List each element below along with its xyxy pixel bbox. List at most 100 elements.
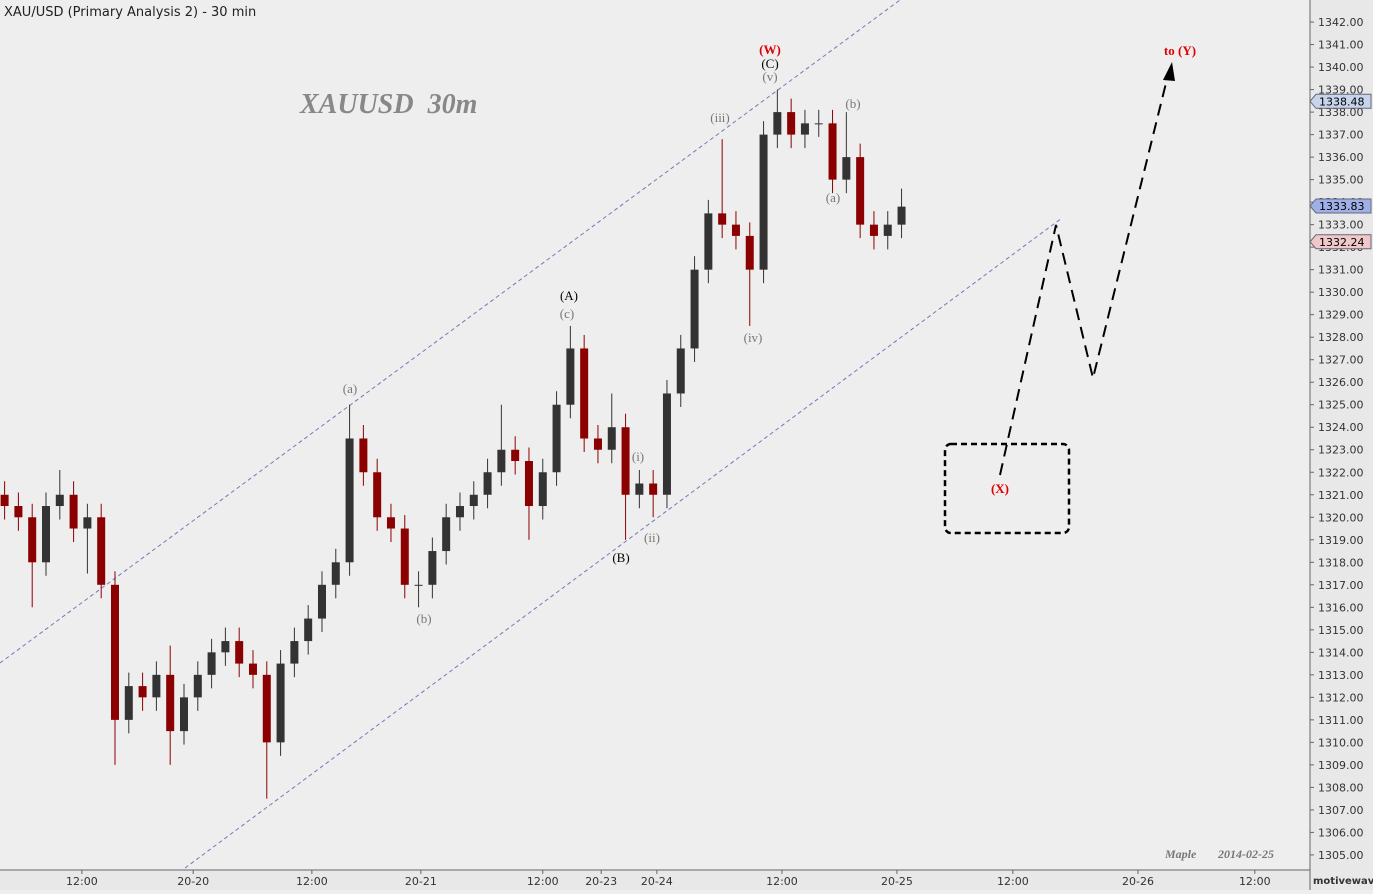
date: 2014-02-25 (1217, 847, 1274, 861)
candle-body (814, 123, 823, 125)
candle-body (0, 494, 9, 507)
y-tick-label: 1307.00 (1318, 804, 1364, 817)
price-tag (1309, 234, 1372, 250)
y-tick-label: 1340.00 (1318, 61, 1364, 74)
candle-body (621, 427, 630, 495)
y-tick-label: 1312.00 (1318, 691, 1364, 704)
price-tag-label: 1333.83 (1319, 200, 1365, 213)
candle-body (455, 506, 464, 518)
x-tick-label: 20-26 (1122, 875, 1154, 888)
price-tag (1309, 93, 1372, 109)
wave-label: (W) (759, 42, 781, 57)
candle-body (97, 517, 106, 585)
y-tick-label: 1341.00 (1318, 39, 1364, 52)
candle-body (566, 348, 575, 405)
candle-body (483, 472, 492, 495)
wave-label: (B) (612, 550, 629, 565)
y-tick-label: 1330.00 (1318, 286, 1364, 299)
candle-body (607, 427, 616, 450)
x-tick-label: 12:00 (997, 875, 1029, 888)
candle-body (649, 483, 658, 495)
y-tick-label: 1318.00 (1318, 556, 1364, 569)
x-tick-label: 20-21 (405, 875, 437, 888)
wave-label: (A) (560, 288, 578, 303)
candle-body (152, 674, 161, 698)
y-tick-label: 1306.00 (1318, 826, 1364, 839)
y-tick-label: 1342.00 (1318, 16, 1364, 29)
y-tick-label: 1305.00 (1318, 849, 1364, 862)
y-tick-label: 1335.00 (1318, 174, 1364, 187)
target-box (943, 442, 1071, 535)
projection-arrow (1163, 62, 1175, 81)
candle-body (166, 674, 175, 732)
candle-body (414, 584, 423, 586)
y-tick-label: 1311.00 (1318, 714, 1364, 727)
candle-body (179, 697, 188, 732)
candle-body (593, 438, 602, 450)
y-tick-label: 1313.00 (1318, 669, 1364, 682)
candle-body (511, 449, 520, 461)
y-tick-label: 1309.00 (1318, 759, 1364, 772)
channel-upper (0, 0, 901, 664)
candle-body (883, 224, 892, 236)
y-tick-label: 1336.00 (1318, 151, 1364, 164)
x-tick-label: 12:00 (66, 875, 98, 888)
y-tick-label: 1315.00 (1318, 624, 1364, 637)
wave-label: (b) (845, 96, 860, 111)
candle-body (759, 134, 768, 270)
candle-body (28, 517, 37, 563)
candle-body (690, 269, 699, 349)
candle-body (69, 494, 78, 529)
wave-label: (C) (761, 56, 778, 71)
candle-body (331, 562, 340, 585)
candle-body (552, 404, 561, 473)
candle-body (787, 112, 796, 135)
candle-body (373, 472, 382, 518)
candle-body (317, 584, 326, 619)
brand: motivewave.com (1313, 876, 1373, 887)
y-tick-label: 1321.00 (1318, 489, 1364, 502)
candle-body (800, 123, 809, 135)
y-tick-label: 1329.00 (1318, 309, 1364, 322)
y-tick-label: 1314.00 (1318, 646, 1364, 659)
x-tick-label: 12:00 (766, 875, 798, 888)
candle-body (773, 112, 782, 135)
candle-body (400, 528, 409, 585)
y-tick-label: 1320.00 (1318, 511, 1364, 524)
wave-label: (ii) (644, 530, 660, 545)
candle-body (662, 393, 671, 495)
y-tick-label: 1324.00 (1318, 421, 1364, 434)
watermark: XAUUSD 30m (299, 89, 477, 120)
candle-body (842, 157, 851, 180)
candle-body (359, 438, 368, 473)
wave-label: (c) (560, 306, 574, 321)
price-tag (1309, 198, 1372, 214)
candle-body (469, 494, 478, 507)
candle-body (856, 157, 865, 225)
candle-body (524, 460, 533, 507)
author: Maple (1164, 847, 1197, 861)
candle-body (442, 517, 451, 552)
y-tick-label: 1317.00 (1318, 579, 1364, 592)
y-tick-label: 1310.00 (1318, 736, 1364, 749)
x-tick-label: 12:00 (527, 875, 559, 888)
candle-body (676, 348, 685, 394)
candle-body (386, 517, 395, 529)
candle-body (124, 686, 133, 720)
wave-label: (a) (343, 381, 357, 396)
candle-body (110, 584, 119, 720)
candle-body (276, 663, 285, 743)
projection-path (999, 74, 1169, 476)
y-tick-label: 1333.00 (1318, 219, 1364, 232)
y-tick-label: 1316.00 (1318, 601, 1364, 614)
x-tick-label: 20-24 (641, 875, 673, 888)
candle-body (731, 224, 740, 236)
candle-body (262, 674, 271, 743)
candle-body (83, 517, 92, 529)
candle-body (345, 438, 354, 563)
y-tick-label: 1331.00 (1318, 264, 1364, 277)
candle-body (14, 506, 23, 518)
candle-body (248, 663, 257, 675)
y-tick-label: 1319.00 (1318, 534, 1364, 547)
